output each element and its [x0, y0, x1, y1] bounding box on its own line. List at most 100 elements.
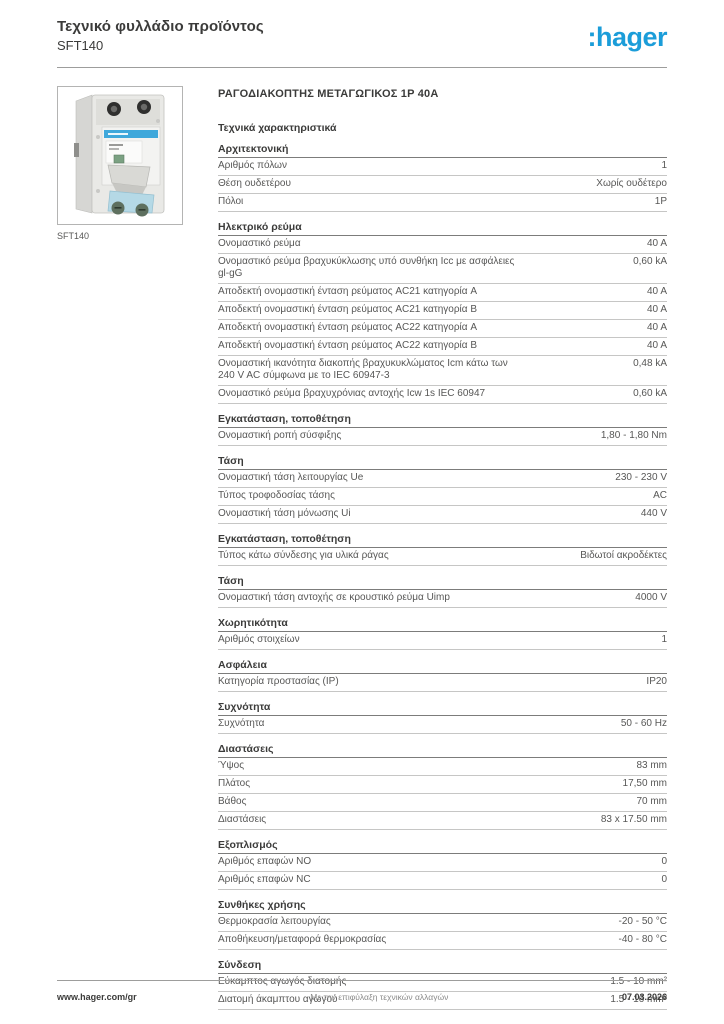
spec-row: Ονομαστικό ρεύμα 40 A [218, 236, 667, 254]
spec-row: Βάθος 70 mm [218, 794, 667, 812]
spec-row: Αριθμός στοιχείων 1 [218, 632, 667, 650]
spec-value: 83 x 17.50 mm [600, 814, 667, 825]
spec-section: Εγκατάσταση, τοποθέτηση Τύπος κάτω σύνδεσ… [218, 533, 667, 566]
spec-value: AC [653, 490, 667, 501]
spec-label: Βάθος [218, 796, 247, 807]
spec-label: Αριθμός επαφών NC [218, 874, 311, 885]
spec-value: 0,48 kA [633, 358, 667, 369]
spec-label: Θερμοκρασία λειτουργίας [218, 916, 331, 927]
spec-value: 17,50 mm [622, 778, 667, 789]
hager-logo: :hager [587, 22, 667, 52]
product-title: ΡΑΓΟΔΙΑΚΟΠΤΗΣ ΜΕΤΑΓΩΓΙΚΟΣ 1P 40A [218, 88, 439, 100]
spec-row: Ονομαστική ικανότητα διακοπής βραχυκυκλώ… [218, 356, 667, 386]
spec-label: Πλάτος [218, 778, 251, 789]
spec-row: Συχνότητα 50 - 60 Hz [218, 716, 667, 734]
spec-row: Τύπος τροφοδοσίας τάσης AC [218, 488, 667, 506]
spec-section: Τάση Ονομαστική τάση λειτουργίας Ue 230 - … [218, 455, 667, 524]
section-heading: Αρχιτεκτονική [218, 143, 667, 158]
spec-section: Σύνδεση Εύκαμπτος αγωγός διατομής 1.5 - 10… [218, 959, 667, 1010]
specs-column: ΡΑΓΟΔΙΑΚΟΠΤΗΣ ΜΕΤΑΓΩΓΙΚΟΣ 1P 40A Τεχνικά… [218, 86, 667, 1010]
section-heading: Σύνδεση [218, 959, 667, 974]
spec-section: Ηλεκτρικό ρεύμα Ονομαστικό ρεύμα 40 A Ονομα… [218, 221, 667, 404]
spec-row: Ύψος 83 mm [218, 758, 667, 776]
spec-value: 230 - 230 V [615, 472, 667, 483]
spec-row: Αποδεκτή ονομαστική ένταση ρεύματος AC21… [218, 302, 667, 320]
spec-value: Χωρίς ουδέτερο [596, 178, 667, 189]
section-heading: Ασφάλεια [218, 659, 667, 674]
spec-label: Ύψος [218, 760, 245, 771]
spec-row: Ονομαστική τάση μόνωσης Ui 440 V [218, 506, 667, 524]
spec-label: Αποδεκτή ονομαστική ένταση ρεύματος AC21… [218, 304, 478, 315]
section-heading: Εξοπλισμός [218, 839, 667, 854]
spec-label: Τύπος τροφοδοσίας τάσης [218, 490, 335, 501]
spec-value: 440 V [640, 508, 667, 519]
product-reference: SFT140 [57, 38, 104, 53]
spec-value: 1 [661, 160, 667, 171]
document-title: Τεχνικό φυλλάδιο προϊόντος [57, 18, 264, 35]
footer-disclaimer: Με την επιφύλαξη τεχνικών αλλαγών [310, 992, 449, 1002]
page-footer: www.hager.com/gr Με την επιφύλαξη τεχνικ… [0, 980, 724, 1002]
spec-value: -40 - 80 °C [618, 934, 667, 945]
spec-row: Αριθμός επαφών NO 0 [218, 854, 667, 872]
spec-label: Διαστάσεις [218, 814, 267, 825]
spec-value: 4000 V [635, 592, 667, 603]
spec-label: Ονομαστικό ρεύμα [218, 238, 301, 249]
spec-value: 0 [661, 856, 667, 867]
spec-value: 40 A [646, 340, 667, 351]
spec-row: Αριθμός πόλων 1 [218, 158, 667, 176]
spec-label: Ονομαστική τάση αντοχής σε κρουστικό ρεύ… [218, 592, 450, 603]
spec-label: Συχνότητα [218, 718, 265, 729]
spec-row: Διατομή άκαμπτου αγωγού 1.5 - 16 mm² [218, 992, 667, 1010]
spec-row: Αποδεκτή ονομαστική ένταση ρεύματος AC21… [218, 284, 667, 302]
section-heading: Ηλεκτρικό ρεύμα [218, 221, 667, 236]
spec-section: Αρχιτεκτονική Αριθμός πόλων 1 Θέση ουδετέρο… [218, 143, 667, 212]
spec-label: Πόλοι [218, 196, 244, 207]
spec-value: 1.5 - 16 mm² [610, 994, 667, 1005]
spec-label: Αριθμός στοιχείων [218, 634, 300, 645]
spec-label: Αποθήκευση/μεταφορά θερμοκρασίας [218, 934, 387, 945]
spec-value: IP20 [646, 676, 667, 687]
product-photo [57, 86, 183, 225]
spec-label: Ονομαστική ικανότητα διακοπής βραχυκυκλώ… [218, 358, 508, 381]
spec-value: 1,80 - 1,80 Nm [600, 430, 667, 441]
section-heading: Χωρητικότητα [218, 617, 667, 632]
spec-section: Τάση Ονομαστική τάση αντοχής σε κρουστικό… [218, 575, 667, 608]
spec-value: 83 mm [636, 760, 667, 771]
spec-section: Διαστάσεις Ύψος 83 mm Πλάτος 17,50 mm Βάθος 70… [218, 743, 667, 830]
page-header: Τεχνικό φυλλάδιο προϊόντος SFT140 :hager [0, 0, 724, 53]
spec-value: 1P [654, 196, 667, 207]
spec-section: Ασφάλεια Κατηγορία προστασίας (IP) IP20 [218, 659, 667, 692]
spec-row: Ονομαστική τάση λειτουργίας Ue 230 - 230 … [218, 470, 667, 488]
section-heading: Τάση [218, 455, 667, 470]
section-heading: Εγκατάσταση, τοποθέτηση [218, 533, 667, 548]
section-heading: Συνθήκες χρήσης [218, 899, 667, 914]
spec-row: Διαστάσεις 83 x 17.50 mm [218, 812, 667, 830]
footer-row: www.hager.com/gr Με την επιφύλαξη τεχνικ… [0, 992, 724, 1002]
spec-value: 70 mm [636, 796, 667, 807]
footer-website-link[interactable]: www.hager.com/gr [57, 992, 137, 1002]
spec-row: Ονομαστική ροπή σύσφιξης 1,80 - 1,80 Nm [218, 428, 667, 446]
spec-label: Αριθμός πόλων [218, 160, 287, 171]
spec-section: Συνθήκες χρήσης Θερμοκρασία λειτουργίας -2… [218, 899, 667, 950]
section-heading: Διαστάσεις [218, 743, 667, 758]
spec-value: 0 [661, 874, 667, 885]
spec-label: Εύκαμπτος αγωγός διατομής [218, 976, 347, 987]
specs-heading: Τεχνικά χαρακτηριστικά [218, 122, 337, 134]
product-column: SFT140 [57, 86, 185, 1010]
spec-row: Κατηγορία προστασίας (IP) IP20 [218, 674, 667, 692]
header-titles: Τεχνικό φυλλάδιο προϊόντος SFT140 [57, 18, 264, 53]
spec-label: Αποδεκτή ονομαστική ένταση ρεύματος AC21… [218, 286, 478, 297]
spec-section: Συχνότητα Συχνότητα 50 - 60 Hz [218, 701, 667, 734]
spec-value: -20 - 50 °C [618, 916, 667, 927]
product-photo-caption: SFT140 [57, 231, 90, 241]
spec-value: 0,60 kA [633, 388, 667, 399]
spec-value: 40 A [646, 304, 667, 315]
product-photo-illustration [74, 94, 165, 217]
spec-value: 1 [661, 634, 667, 645]
spec-row: Πόλοι 1P [218, 194, 667, 212]
footer-date: 07.03.2026 [621, 992, 667, 1002]
spec-row: Θέση ουδετέρου Χωρίς ουδέτερο [218, 176, 667, 194]
spec-row: Αποθήκευση/μεταφορά θερμοκρασίας -40 - 80… [218, 932, 667, 950]
spec-value: Βιδωτοί ακροδέκτες [580, 550, 667, 561]
